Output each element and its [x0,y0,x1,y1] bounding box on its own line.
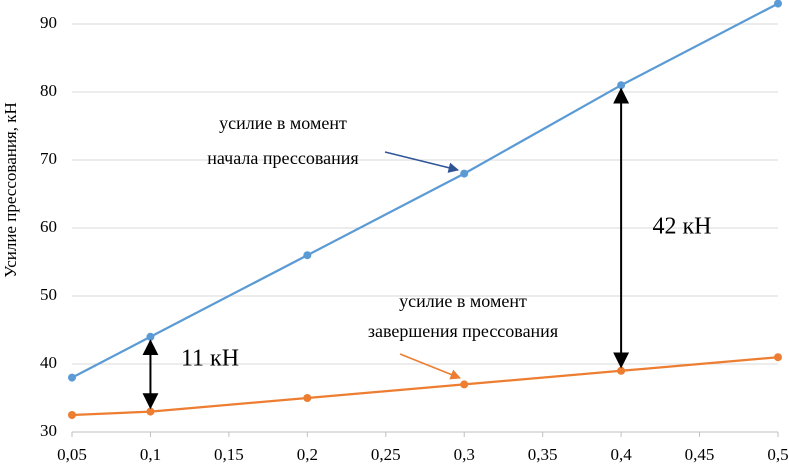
x-tick-label: 0,05 [57,445,87,464]
point [303,394,312,402]
series-line [71,2,779,379]
x-tick-label: 0,35 [528,445,558,464]
point [68,411,76,419]
x-tick-label: 0,3 [454,445,475,464]
point [617,81,626,90]
point [774,353,782,362]
y-tick-label: 70 [40,149,57,168]
x-tick-label: 0,1 [140,445,161,464]
x-tick-label: 0,4 [610,445,632,464]
x-tick-label: 0,2 [297,445,318,464]
annotation: усилие в момент [399,291,527,311]
y-tick-label: 50 [40,285,57,304]
annotation: 11 кН [181,346,239,372]
point [617,366,626,375]
point [68,373,76,382]
x-tick-label: 0,25 [371,445,401,464]
callout-arrow [384,151,460,173]
y-axis-label: Усилие прессования, кН [1,102,20,278]
x-tick-label: 0,15 [214,445,244,464]
callout-arrow [399,353,461,380]
point [460,169,469,178]
point [146,332,155,341]
y-tick-label: 90 [40,13,57,32]
point [460,380,469,389]
point [303,251,312,260]
x-tick-label: 0,45 [685,445,715,464]
annotation: завершения прессования [368,321,558,341]
y-tick-label: 40 [40,353,57,372]
annotation: 42 кН [653,214,712,240]
annotation: начала прессования [207,148,358,168]
y-tick-label: 60 [40,217,57,236]
x-tick-label: 0,5 [767,445,788,464]
annotation: усилие в момент [219,113,347,133]
point [774,0,782,8]
y-tick-label: 80 [40,81,57,100]
series-line [71,356,779,417]
point [146,407,155,416]
y-tick-label: 30 [40,421,57,440]
